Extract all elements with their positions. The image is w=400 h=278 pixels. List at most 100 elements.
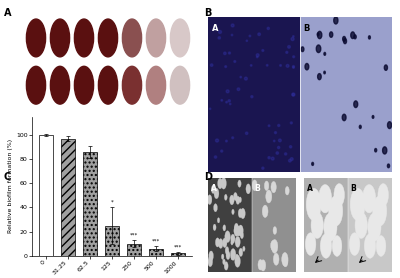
- Point: [289, 37, 296, 41]
- Circle shape: [224, 194, 227, 200]
- Circle shape: [217, 218, 220, 223]
- Circle shape: [218, 178, 222, 189]
- Bar: [61, 138, 75, 256]
- Point: [229, 33, 235, 37]
- Circle shape: [285, 187, 289, 195]
- Point: [244, 39, 250, 43]
- Circle shape: [237, 226, 240, 233]
- Circle shape: [146, 19, 166, 57]
- Circle shape: [236, 227, 241, 236]
- Text: ***: ***: [130, 233, 138, 238]
- Circle shape: [225, 247, 229, 254]
- Circle shape: [266, 190, 272, 203]
- Circle shape: [272, 240, 278, 253]
- Point: [286, 45, 292, 49]
- Circle shape: [231, 254, 234, 260]
- Circle shape: [231, 234, 235, 243]
- Bar: [170, 253, 185, 256]
- Point: [260, 48, 266, 53]
- Circle shape: [362, 185, 376, 213]
- Point: [227, 102, 234, 106]
- Point: [223, 100, 230, 104]
- Circle shape: [334, 17, 338, 24]
- Circle shape: [243, 246, 245, 251]
- Bar: [105, 225, 119, 256]
- Text: ***: ***: [174, 245, 182, 250]
- Point: [212, 155, 219, 159]
- Circle shape: [98, 19, 118, 57]
- Bar: [149, 249, 163, 256]
- Point: [290, 64, 297, 69]
- Circle shape: [329, 196, 343, 226]
- Circle shape: [238, 209, 242, 218]
- Circle shape: [50, 19, 70, 57]
- Circle shape: [226, 251, 230, 260]
- Circle shape: [223, 225, 226, 231]
- Circle shape: [318, 74, 321, 80]
- Bar: [127, 244, 141, 256]
- Circle shape: [230, 249, 236, 260]
- Circle shape: [283, 256, 288, 267]
- Point: [247, 34, 253, 38]
- Point: [277, 138, 283, 143]
- Circle shape: [74, 66, 94, 104]
- Point: [230, 23, 236, 28]
- Circle shape: [221, 254, 224, 260]
- Circle shape: [239, 197, 242, 203]
- Circle shape: [211, 185, 215, 193]
- Point: [254, 53, 261, 57]
- Circle shape: [258, 260, 263, 270]
- Point: [208, 63, 215, 67]
- Circle shape: [215, 238, 220, 247]
- Circle shape: [262, 205, 268, 217]
- Circle shape: [218, 239, 223, 248]
- Circle shape: [252, 180, 257, 191]
- Circle shape: [98, 66, 118, 104]
- Circle shape: [74, 19, 94, 57]
- Text: ***: ***: [152, 239, 160, 244]
- Point: [288, 121, 294, 125]
- Point: [254, 55, 260, 59]
- Point: [276, 123, 282, 128]
- Circle shape: [305, 233, 316, 255]
- Circle shape: [214, 204, 217, 212]
- Circle shape: [235, 236, 240, 247]
- Y-axis label: Relative biofilm formation (%): Relative biofilm formation (%): [8, 139, 14, 233]
- Circle shape: [324, 53, 326, 55]
- Circle shape: [359, 125, 361, 128]
- Circle shape: [378, 183, 388, 206]
- Circle shape: [342, 114, 346, 121]
- Point: [249, 95, 255, 99]
- Circle shape: [264, 181, 269, 190]
- Bar: [252, 178, 296, 272]
- Circle shape: [122, 19, 142, 57]
- Circle shape: [282, 252, 288, 266]
- Circle shape: [334, 183, 344, 206]
- Circle shape: [312, 162, 314, 165]
- Circle shape: [230, 195, 234, 205]
- Circle shape: [240, 232, 244, 239]
- Text: B: B: [204, 8, 211, 18]
- Circle shape: [316, 45, 321, 53]
- Circle shape: [305, 63, 309, 70]
- Circle shape: [207, 195, 212, 205]
- Circle shape: [349, 233, 360, 255]
- Text: A: A: [4, 8, 12, 18]
- Circle shape: [239, 248, 243, 256]
- Point: [271, 139, 278, 143]
- Circle shape: [372, 116, 374, 118]
- Circle shape: [388, 122, 392, 128]
- Bar: [39, 135, 54, 256]
- Point: [256, 32, 262, 36]
- Circle shape: [234, 223, 238, 232]
- Circle shape: [375, 148, 377, 152]
- Point: [270, 157, 276, 161]
- Point: [214, 138, 220, 143]
- Circle shape: [231, 240, 233, 245]
- Point: [266, 155, 272, 160]
- Point: [277, 63, 284, 68]
- Circle shape: [246, 184, 250, 194]
- Point: [284, 50, 290, 54]
- Circle shape: [26, 66, 46, 104]
- Point: [224, 89, 231, 94]
